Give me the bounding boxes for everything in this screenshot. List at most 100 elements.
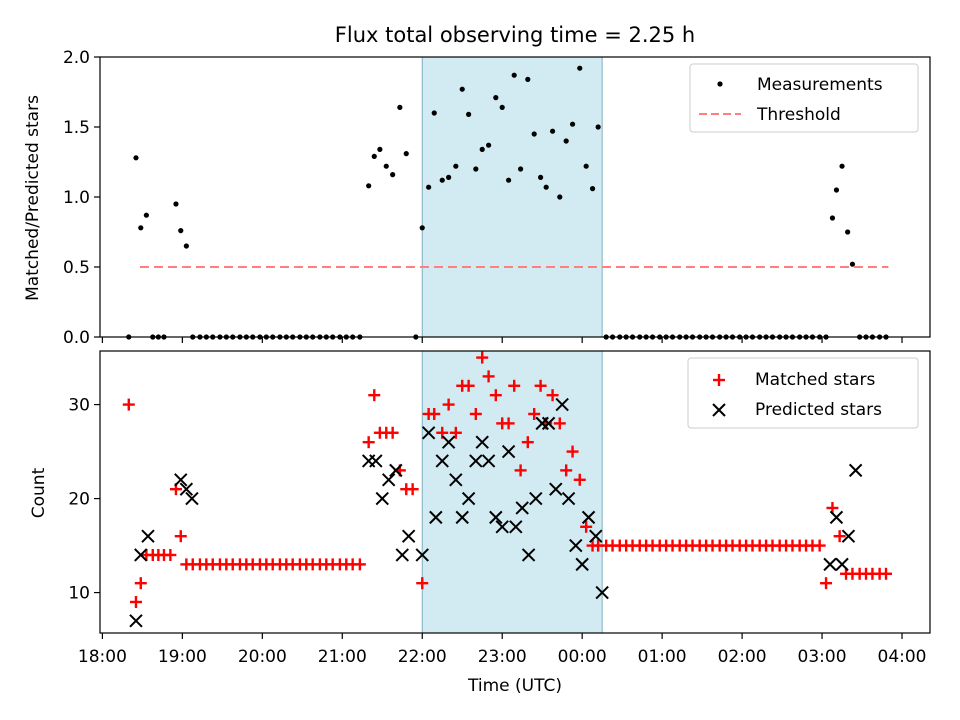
legend-threshold-label: Threshold bbox=[756, 105, 841, 125]
predicted-stars-point bbox=[141, 529, 155, 543]
measurement-point bbox=[466, 111, 472, 117]
matched-stars-point bbox=[489, 389, 502, 402]
matched-stars-point bbox=[174, 530, 187, 543]
measurement-point bbox=[589, 186, 596, 192]
measurement-point bbox=[829, 215, 836, 221]
matched-stars-point bbox=[573, 473, 586, 486]
predicted-stars-point bbox=[535, 416, 549, 431]
predicted-stars-point bbox=[575, 557, 589, 572]
predicted-stars-point bbox=[515, 501, 529, 515]
x-tick-label: 02:00 bbox=[718, 647, 767, 667]
matched-stars-point bbox=[880, 567, 893, 580]
legend-matched-marker bbox=[713, 374, 725, 386]
matched-stars-point bbox=[134, 577, 147, 590]
top-y-axis-label: Matched/Predicted stars bbox=[23, 95, 43, 301]
bottom-axes-frame bbox=[99, 350, 931, 634]
measurement-point bbox=[377, 146, 383, 152]
measurement-point bbox=[506, 177, 512, 183]
top-legend-box bbox=[689, 63, 919, 133]
measurement-point bbox=[499, 104, 505, 110]
bottom-y-ticks: 10 20 30 bbox=[68, 396, 100, 604]
measurement-point bbox=[537, 174, 544, 180]
matched-stars-point bbox=[129, 595, 142, 608]
predicted-stars-point bbox=[179, 482, 194, 496]
legend-measurements-marker bbox=[717, 81, 723, 87]
matched-stars-point bbox=[428, 407, 441, 420]
predicted-stars-point bbox=[823, 557, 837, 572]
matched-stars-point bbox=[469, 407, 482, 420]
bottom-y-axis-label: Count bbox=[29, 467, 49, 518]
predicted-stars-point bbox=[829, 510, 844, 525]
predicted-stars-point bbox=[449, 473, 463, 487]
matched-stars-point bbox=[820, 577, 833, 590]
matched-stars-point bbox=[566, 445, 579, 458]
predicted-stars-point bbox=[455, 510, 469, 525]
measurement-point bbox=[557, 194, 563, 200]
predicted-stars-point bbox=[541, 416, 556, 431]
y-tick-label: 0.0 bbox=[63, 328, 90, 348]
matched-stars-point bbox=[521, 436, 534, 449]
predicted-stars-point bbox=[521, 548, 536, 562]
predicted-stars-point bbox=[549, 482, 563, 496]
measurement-point bbox=[178, 228, 184, 234]
legend-predicted-label: Predicted stars bbox=[755, 400, 882, 420]
measurement-point bbox=[845, 229, 851, 235]
measurement-point bbox=[371, 153, 377, 159]
matched-stars-point bbox=[514, 464, 527, 477]
predicted-stars-point bbox=[185, 491, 199, 506]
measurement-point bbox=[143, 212, 149, 218]
bottom-x-ticks: 18:00 19:00 20:00 21:00 22:00 23:00 00:00 01:00… bbox=[78, 633, 927, 667]
y-tick-label: 0.5 bbox=[63, 258, 90, 278]
predicted-stars-point bbox=[848, 463, 863, 478]
matched-stars-point bbox=[416, 577, 429, 590]
matched-stars-point bbox=[122, 398, 135, 411]
y-tick-label: 30 bbox=[68, 396, 90, 416]
measurement-point bbox=[403, 151, 409, 157]
measurement-point bbox=[397, 104, 403, 110]
measurement-point bbox=[459, 86, 465, 92]
predicted-stars-point bbox=[469, 454, 483, 468]
predicted-stars-point bbox=[389, 463, 403, 478]
measurement-point bbox=[426, 184, 432, 190]
x-tick-label: 21:00 bbox=[318, 647, 367, 667]
predicted-stars-point bbox=[429, 510, 443, 525]
predicted-stars-point bbox=[129, 614, 143, 628]
predicted-stars-point bbox=[369, 454, 383, 468]
measurement-point bbox=[525, 76, 531, 82]
legend-matched-label: Matched stars bbox=[755, 370, 875, 390]
measurement-point bbox=[419, 225, 425, 231]
matched-stars-point bbox=[528, 407, 541, 420]
predicted-stars-point bbox=[441, 435, 456, 449]
measurement-point bbox=[833, 187, 840, 193]
measurement-point bbox=[531, 131, 537, 137]
top-panel: 0.00.51.01.52.0 Matched/Predicted stars … bbox=[23, 48, 931, 348]
predicted-stars-point bbox=[401, 529, 416, 543]
matched-stars-point bbox=[553, 417, 566, 430]
measurement-point bbox=[446, 174, 452, 180]
y-tick-label: 1.5 bbox=[63, 118, 90, 138]
predicted-stars-point bbox=[461, 491, 476, 506]
measurement-point bbox=[849, 261, 856, 267]
predicted-stars-point bbox=[835, 557, 849, 572]
x-tick-label: 23:00 bbox=[478, 647, 527, 667]
predicted-stars-point bbox=[481, 454, 496, 468]
matched-stars-point bbox=[482, 370, 495, 383]
measurement-point bbox=[173, 201, 179, 207]
y-tick-label: 10 bbox=[68, 584, 90, 604]
matched-stars-point bbox=[476, 351, 489, 364]
top-y-ticks: 0.0 0.5 1.0 1.5 2.0 bbox=[63, 48, 100, 348]
matched-stars-point bbox=[502, 417, 515, 430]
measurement-point bbox=[138, 225, 144, 231]
measurement-point bbox=[486, 142, 492, 148]
x-tick-label: 20:00 bbox=[238, 647, 287, 667]
measurement-point bbox=[549, 128, 556, 134]
predicted-stars-point bbox=[595, 585, 609, 600]
measurement-point bbox=[366, 183, 372, 189]
measurement-point bbox=[839, 163, 845, 169]
matched-stars-point bbox=[164, 548, 177, 561]
measurement-point bbox=[439, 177, 445, 183]
predicted-stars-point bbox=[489, 510, 503, 525]
predicted-stars-point bbox=[555, 397, 569, 412]
x-tick-label: 01:00 bbox=[638, 647, 687, 667]
